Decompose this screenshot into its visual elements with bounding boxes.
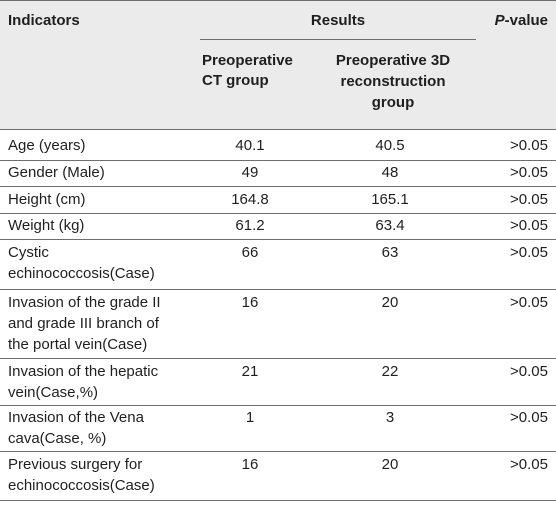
ct-value-cell: 16 [241,294,259,311]
row-divider [0,186,556,187]
row-divider [0,358,556,359]
ct-value-cell: 40.1 [235,137,265,154]
ct-value-cell: 164.8 [231,191,269,208]
recon-group-header-line-3: group [371,94,415,111]
row-divider [0,213,556,214]
p-value-cell: >0.05 [510,456,548,473]
row-divider [0,405,556,406]
header-bottom-rule [0,129,556,130]
results-header: Results [310,12,366,29]
row-divider [0,160,556,161]
indicator-cell-line-2: cava(Case, %) [8,430,107,447]
indicator-cell-line-2: vein(Case,%) [8,384,99,401]
indicator-cell-line-3: the portal vein(Case) [8,336,148,353]
indicator-cell-line-2: echinococcosis(Case) [8,477,155,494]
indicator-cell-line-1: Cystic [8,244,49,261]
ct-value-cell: 1 [245,409,255,426]
ct-group-header-line-1: Preoperative [202,52,293,69]
p-value-suffix: -value [504,12,548,29]
row-divider [0,289,556,290]
ct-value-cell: 21 [241,363,259,380]
table-top-rule [0,0,556,1]
p-value-cell: >0.05 [510,191,548,208]
p-value-letter: P [494,12,505,29]
recon-value-cell: 3 [385,409,395,426]
recon-group-header-line-2: reconstruction [340,73,446,90]
p-value-cell: >0.05 [510,363,548,380]
indicator-cell-line-1: Previous surgery for [8,456,143,473]
recon-value-cell: 165.1 [371,191,409,208]
recon-value-cell: 22 [381,363,399,380]
ct-value-cell: 16 [241,456,259,473]
indicator-cell-line-2: echinococcosis(Case) [8,265,155,282]
table-header-background [0,0,556,129]
p-value-header: P-value [476,11,548,31]
row-divider [0,239,556,240]
ct-value-cell: 66 [241,244,259,261]
recon-value-cell: 20 [381,294,399,311]
indicator-cell: Gender (Male) [8,164,105,181]
recon-value-cell: 20 [381,456,399,473]
indicator-cell: Weight (kg) [8,217,85,234]
row-divider [0,451,556,452]
indicator-cell-line-2: and grade III branch of [8,315,159,332]
recon-value-cell: 63.4 [375,217,405,234]
table-bottom-rule [0,500,556,501]
p-value-cell: >0.05 [510,137,548,154]
recon-group-header-line-1: Preoperative 3D [335,52,451,69]
recon-value-cell: 40.5 [375,137,405,154]
p-value-cell: >0.05 [510,294,548,311]
results-subrule [200,39,476,40]
indicator-cell: Height (cm) [8,191,86,208]
ct-group-header-line-2: CT group [202,72,269,89]
indicator-cell-line-1: Invasion of the Vena [8,409,144,426]
indicator-cell-line-1: Invasion of the grade II [8,294,161,311]
p-value-cell: >0.05 [510,409,548,426]
ct-value-cell: 49 [241,164,259,181]
p-value-cell: >0.05 [510,244,548,261]
indicators-header: Indicators [8,12,80,29]
ct-value-cell: 61.2 [235,217,265,234]
indicator-cell: Age (years) [8,137,86,154]
p-value-cell: >0.05 [510,217,548,234]
recon-value-cell: 63 [381,244,399,261]
p-value-cell: >0.05 [510,164,548,181]
indicator-cell-line-1: Invasion of the hepatic [8,363,159,380]
recon-value-cell: 48 [381,164,399,181]
